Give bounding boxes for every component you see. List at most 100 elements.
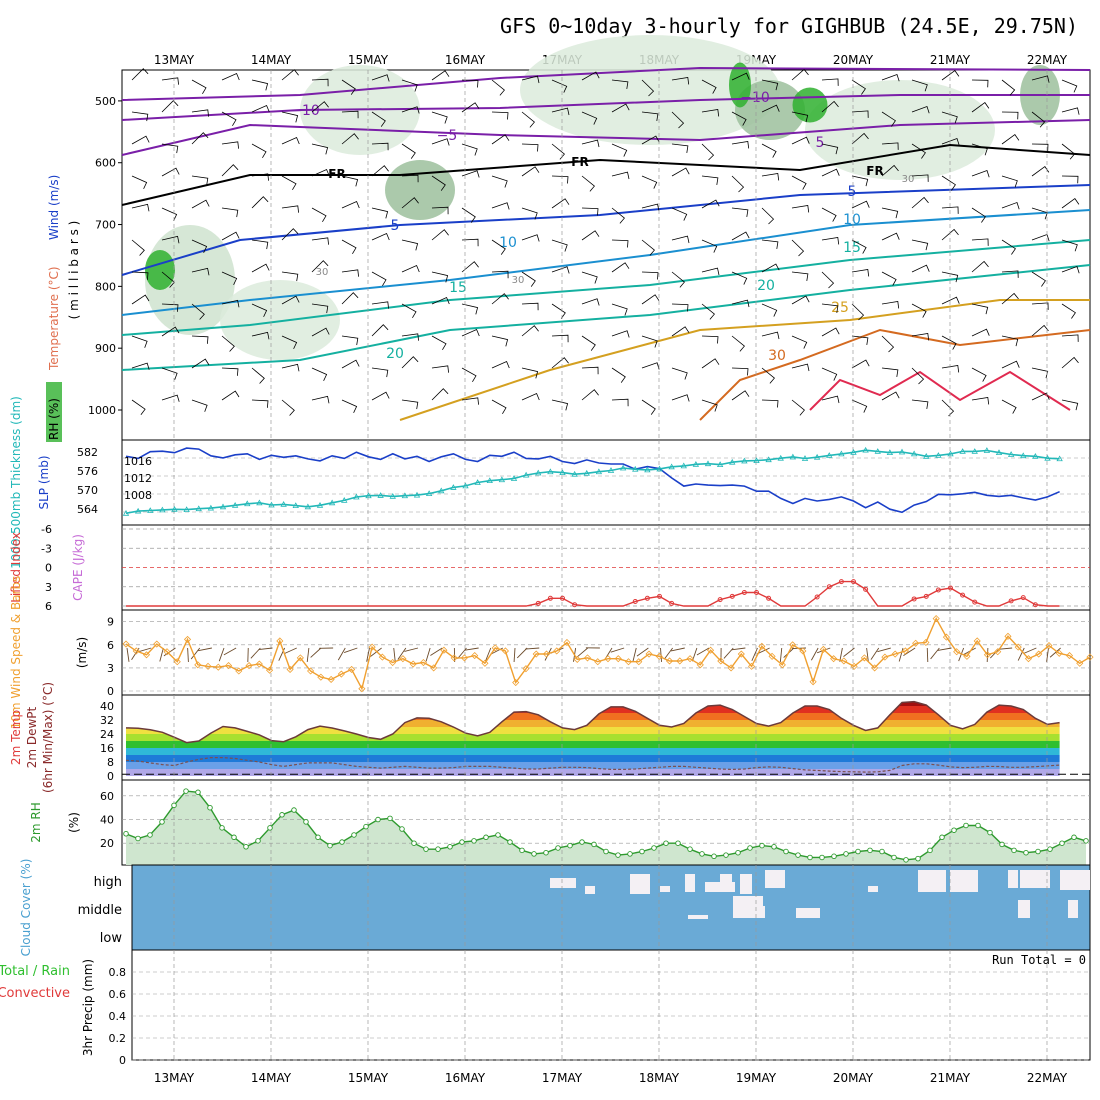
wind-speed-marker bbox=[358, 685, 366, 693]
rh-marker bbox=[231, 834, 237, 841]
rh-marker bbox=[279, 812, 285, 818]
precip-legend-convective: Convective bbox=[0, 986, 70, 1001]
wind-barb bbox=[431, 365, 449, 373]
wind-barb bbox=[281, 295, 300, 305]
wind-barb bbox=[671, 77, 690, 85]
wind-barb-10m bbox=[404, 647, 419, 652]
wind-barb bbox=[341, 269, 359, 277]
wind-barb bbox=[851, 110, 869, 118]
wind-barb bbox=[461, 102, 480, 113]
wind-barb bbox=[131, 111, 149, 122]
lifted-index-marker bbox=[826, 584, 832, 590]
date-label-bottom: 19MAY bbox=[736, 1071, 777, 1085]
wind-barb bbox=[1001, 292, 1019, 305]
wind-barb bbox=[911, 143, 926, 159]
wind-barb bbox=[671, 367, 688, 380]
wind-barb bbox=[401, 399, 419, 410]
wind-barb bbox=[551, 175, 569, 184]
li-tick-label: -3 bbox=[41, 542, 52, 555]
wind-barb bbox=[401, 303, 417, 319]
wind-speed-marker bbox=[809, 678, 817, 686]
wind-barb-10m bbox=[670, 647, 685, 652]
wind-speed-marker bbox=[635, 658, 643, 666]
li-tick-label: 3 bbox=[45, 581, 52, 594]
rh-shade bbox=[520, 35, 780, 145]
rh-marker bbox=[723, 852, 729, 858]
contour-label: 20 bbox=[386, 346, 404, 362]
wind-barb bbox=[791, 205, 810, 213]
cloud-clear-cell bbox=[705, 882, 735, 892]
cloud-level-label: middle bbox=[78, 903, 122, 918]
wind-barb bbox=[461, 170, 480, 178]
wind-barb-10m bbox=[998, 647, 1013, 650]
lifted-index-marker bbox=[911, 596, 917, 602]
contour-label: 15 bbox=[843, 240, 861, 256]
wind-barb bbox=[191, 175, 209, 186]
wind-speed-marker bbox=[655, 652, 663, 660]
wind-barb bbox=[401, 197, 419, 209]
cloud-clear-cell bbox=[868, 886, 878, 892]
thickness-series-marker bbox=[595, 468, 603, 475]
wind-barb bbox=[341, 335, 359, 346]
wind-barb bbox=[161, 77, 179, 85]
thickness-series-marker bbox=[910, 450, 918, 457]
precip-tick-label: 0.2 bbox=[109, 1032, 127, 1045]
rh-legend-swatch bbox=[46, 382, 62, 442]
thickness-series-marker bbox=[244, 500, 251, 507]
thickness-series-marker bbox=[983, 447, 991, 453]
wind-barb bbox=[611, 103, 630, 113]
wind-barb bbox=[761, 331, 780, 340]
rh-marker bbox=[1023, 849, 1029, 856]
wind-barb bbox=[281, 399, 295, 416]
wind-barb bbox=[371, 391, 390, 401]
rh-marker bbox=[963, 822, 969, 829]
wind-barb bbox=[701, 143, 715, 161]
wind-barb bbox=[401, 174, 419, 183]
thickness-series-marker bbox=[571, 470, 578, 477]
wind-speed-marker bbox=[378, 653, 386, 661]
wind-barb bbox=[221, 207, 239, 218]
wind-barb bbox=[311, 143, 329, 155]
lifted-index-line bbox=[126, 580, 1060, 607]
rh-marker bbox=[123, 831, 129, 837]
wind-barb bbox=[701, 358, 720, 369]
wind-barb bbox=[341, 79, 356, 95]
thickness-series-marker bbox=[777, 454, 784, 461]
thickness-series-marker bbox=[947, 450, 954, 457]
rh-marker bbox=[159, 819, 165, 825]
rh-marker bbox=[855, 848, 861, 855]
cloud-clear-cell bbox=[688, 915, 708, 919]
rh-marker bbox=[711, 853, 717, 860]
contour-label: 15 bbox=[449, 280, 467, 296]
temp-band bbox=[126, 734, 1060, 741]
cloud-clear-cell bbox=[630, 874, 650, 894]
thickness-series-marker bbox=[668, 463, 675, 470]
wind-speed-marker bbox=[891, 650, 899, 658]
wind-barb bbox=[1001, 270, 1019, 278]
rh-marker bbox=[819, 854, 825, 861]
wind-barb bbox=[491, 79, 505, 96]
wind-barb-10m bbox=[1046, 647, 1049, 662]
wind-barb bbox=[941, 206, 959, 214]
thickness-series-marker bbox=[498, 476, 506, 483]
wind-speed-marker bbox=[173, 658, 181, 666]
wind-barb bbox=[401, 264, 420, 273]
wind-barb-10m bbox=[926, 647, 929, 663]
wind-barb-10m bbox=[937, 647, 952, 651]
thickness-series-marker bbox=[341, 497, 348, 503]
wind-barb bbox=[761, 239, 779, 249]
wind-barb bbox=[911, 264, 930, 273]
rh-gridlines bbox=[173, 780, 1048, 865]
wind-barb bbox=[971, 79, 989, 88]
thickness-series-marker bbox=[935, 452, 942, 458]
thickness-series-marker bbox=[231, 501, 239, 508]
cloud-ylabel-text: Cloud Cover (%) bbox=[19, 859, 33, 957]
rh-marker bbox=[147, 832, 153, 838]
temp-band bbox=[126, 762, 1060, 769]
pressure-tick-label: 600 bbox=[95, 157, 116, 170]
rh-contour-label: 30 bbox=[512, 275, 525, 286]
wind-barb bbox=[641, 362, 660, 370]
thickness-series-marker bbox=[1020, 452, 1027, 459]
wind-barb bbox=[461, 79, 479, 88]
temp-tick-label: 24 bbox=[100, 728, 114, 741]
